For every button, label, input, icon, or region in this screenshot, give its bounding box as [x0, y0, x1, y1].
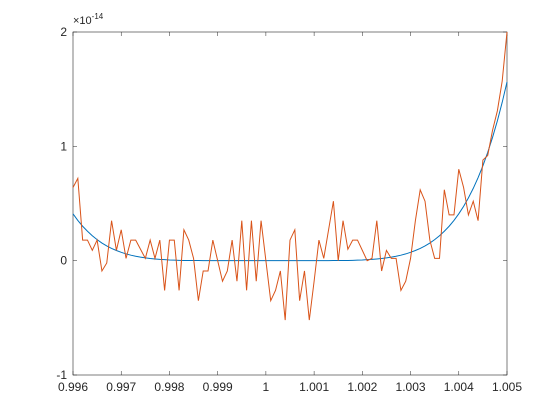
exponent-base: ×10	[73, 15, 92, 27]
y-tick-label: 2	[60, 25, 67, 39]
x-tick-label: 1.003	[396, 380, 426, 394]
x-tick-label: 0.997	[106, 380, 136, 394]
x-tick-label: 1.004	[444, 380, 474, 394]
x-tick-label: 1	[263, 380, 270, 394]
y-tick-label: -1	[56, 368, 67, 382]
y-tick-label: 1	[60, 139, 67, 153]
x-tick-label: 0.998	[154, 380, 184, 394]
x-tick-label: 0.999	[203, 380, 233, 394]
axes-box	[72, 31, 508, 376]
y-exponent: ×10-14	[73, 12, 104, 27]
y-tick-label: 0	[60, 254, 67, 268]
x-tick-label: 1.001	[299, 380, 329, 394]
series-line	[72, 31, 508, 321]
x-tick-label: 1.002	[347, 380, 377, 394]
exponent-power: -14	[92, 12, 104, 21]
x-tick-label: 0.996	[58, 380, 88, 394]
x-tick-label: 1.005	[492, 380, 522, 394]
